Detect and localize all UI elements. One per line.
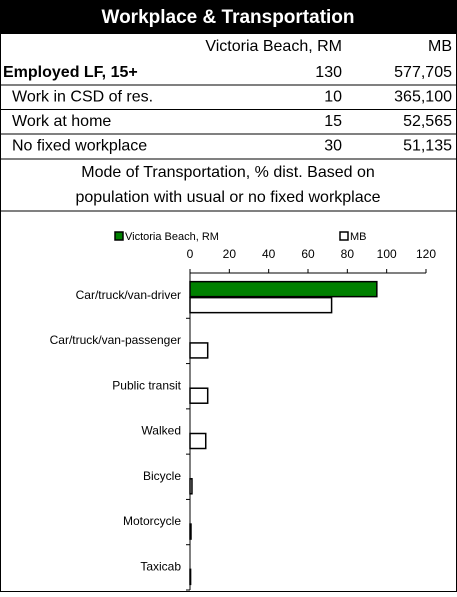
y-tick-label: Motorcycle: [123, 514, 181, 528]
bar: [189, 296, 333, 314]
x-tick-label: 20: [223, 247, 237, 261]
x-tick-label: 40: [262, 247, 276, 261]
row-label: Work in CSD of res.: [12, 89, 153, 106]
bar: [189, 432, 207, 450]
bar: [189, 568, 192, 586]
legend-label: Victoria Beach, RM: [125, 231, 219, 243]
column-header: MB: [428, 38, 452, 55]
legend-label: MB: [350, 231, 367, 243]
row-label: Employed LF, 15+: [3, 64, 138, 81]
legend-swatch: [114, 231, 124, 241]
y-tick-label: Taxicab: [140, 560, 181, 574]
x-tick-label: 0: [187, 247, 194, 261]
bar: [189, 478, 193, 495]
bar: [189, 280, 378, 298]
cell: 365,100: [394, 89, 452, 106]
title: Workplace & Transportation: [101, 7, 354, 28]
y-tick-label: Walked: [141, 424, 181, 438]
x-tick-label: 60: [301, 247, 315, 261]
bar: [189, 342, 209, 359]
cell: 130: [315, 64, 342, 81]
bar: [189, 523, 192, 540]
row-label: No fixed workplace: [12, 138, 147, 155]
row-label: Work at home: [12, 113, 111, 130]
title-bar: [0, 0, 457, 34]
cell: 577,705: [394, 64, 452, 81]
x-tick-label: 120: [416, 247, 436, 261]
x-tick-label: 100: [377, 247, 397, 261]
caption: Mode of Transportation, % dist. Based on: [81, 164, 375, 181]
y-tick-label: Car/truck/van-passenger: [50, 333, 181, 347]
column-header: Victoria Beach, RM: [205, 38, 342, 55]
cell: 30: [324, 138, 342, 155]
x-tick-label: 80: [341, 247, 355, 261]
y-tick-label: Bicycle: [143, 469, 181, 483]
bar: [189, 387, 209, 404]
y-tick-label: Car/truck/van-driver: [76, 288, 181, 302]
caption: population with usual or no fixed workpl…: [75, 189, 380, 206]
cell: 15: [324, 113, 342, 130]
legend-swatch: [339, 231, 349, 241]
cell: 52,565: [403, 113, 452, 130]
y-tick-label: Public transit: [112, 378, 181, 392]
cell: 10: [324, 89, 342, 106]
cell: 51,135: [403, 138, 452, 155]
